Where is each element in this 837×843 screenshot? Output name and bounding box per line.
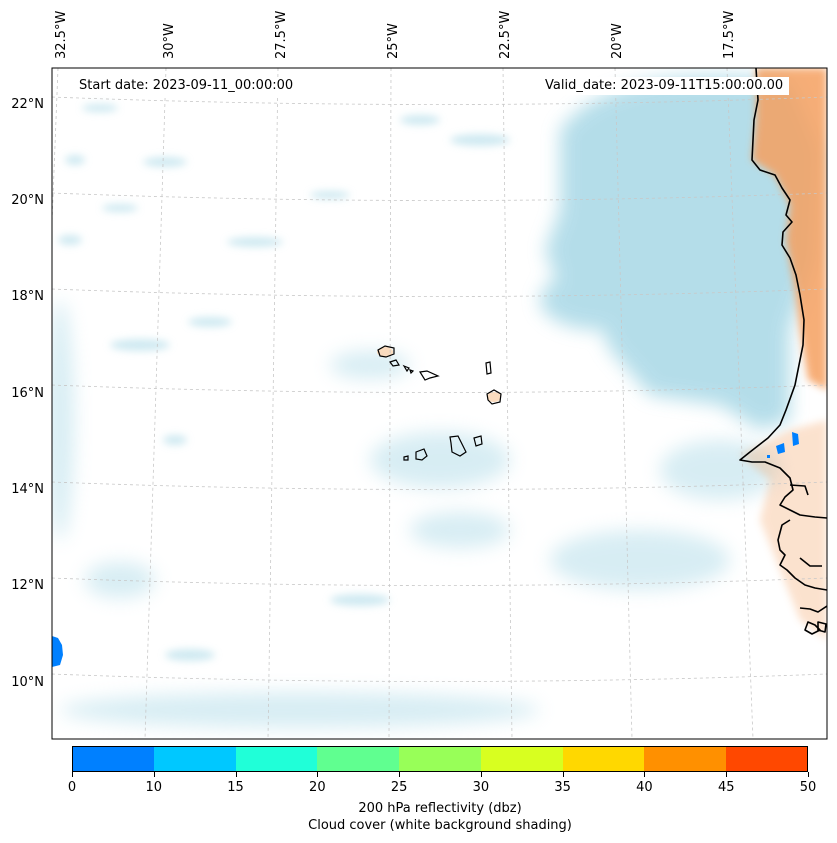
colorbar-segment (72, 746, 155, 772)
colorbar-segment (480, 746, 564, 772)
lon-label: 22.5°W (498, 10, 513, 59)
colorbar-tick (808, 772, 809, 777)
lon-label: 30°W (162, 23, 177, 59)
cloud-cover-shading (52, 75, 820, 728)
colorbar-tick-label: 0 (67, 780, 77, 795)
colorbar-subtitle: Cloud cover (white background shading) (308, 818, 572, 833)
colorbar-segment (235, 746, 318, 772)
lon-label: 25°W (386, 23, 401, 59)
lon-label: 27.5°W (274, 10, 289, 59)
colorbar-tick (562, 772, 564, 777)
colorbar-segment (153, 746, 237, 772)
colorbar-tick (317, 772, 319, 777)
map-frame (51, 67, 828, 740)
colorbar-tick-label: 15 (227, 780, 244, 795)
lat-label: 10°N (11, 675, 44, 690)
colorbar-tick-label: 20 (309, 780, 326, 795)
colorbar-tick-label: 45 (717, 780, 735, 795)
colorbar-tick (480, 772, 482, 777)
colorbar-tick (399, 772, 401, 777)
colorbar-segment (644, 746, 727, 772)
colorbar-tick (235, 772, 237, 777)
colorbar-segment (726, 746, 809, 772)
colorbar-tick-label: 25 (390, 780, 408, 795)
lon-label: 17.5°W (722, 10, 737, 59)
colorbar-title: 200 hPa reflectivity (dbz) (358, 801, 522, 816)
colorbar-tick-label: 40 (636, 780, 653, 795)
graticule (52, 68, 827, 739)
start-date-label: Start date: 2023-09-11_00:00:00 (73, 77, 300, 95)
colorbar-tick-label: 50 (799, 780, 817, 795)
colorbar-segment (562, 746, 645, 772)
lon-label: 20°W (610, 23, 625, 59)
lat-label: 16°N (11, 386, 44, 401)
lat-label: 20°N (11, 193, 44, 208)
lat-label: 18°N (11, 289, 44, 304)
lat-label: 14°N (11, 482, 44, 497)
colorbar-tick (644, 772, 646, 777)
colorbar-segment (317, 746, 400, 772)
colorbar-tick-label: 10 (145, 780, 163, 795)
colorbar-tick-label: 30 (472, 780, 490, 795)
reflectivity-patches (52, 432, 799, 667)
coastline (739, 68, 827, 635)
colorbar-tick (72, 772, 73, 777)
colorbar-segment (399, 746, 482, 772)
colorbar-tick-label: 35 (554, 780, 571, 795)
lat-label: 22°N (11, 97, 44, 112)
lon-label: 32.5°W (54, 10, 69, 59)
colorbar-frame (72, 746, 808, 772)
colorbar-tick (726, 772, 728, 777)
colorbar-tick (153, 772, 155, 777)
cape-verde-islands (377, 345, 502, 461)
valid-date-label: Valid_date: 2023-09-11T15:00:00.00 (539, 77, 790, 95)
lat-label: 12°N (11, 578, 44, 593)
